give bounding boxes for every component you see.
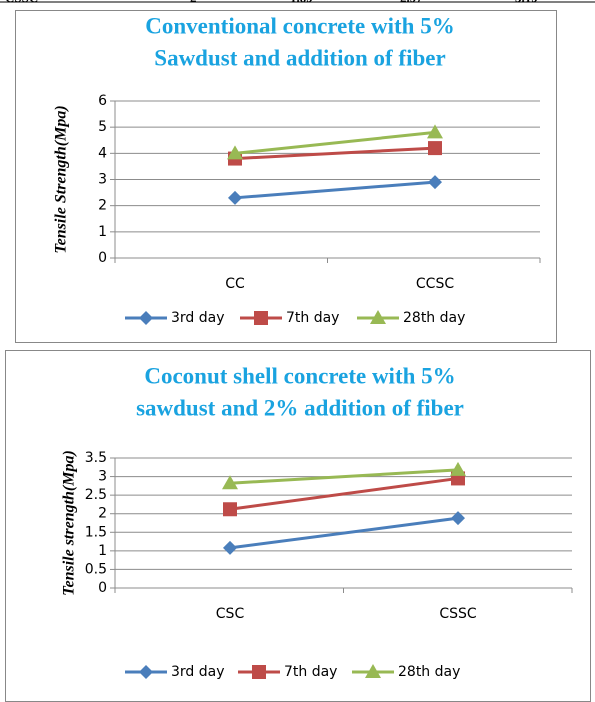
legend-label: 28th day — [398, 664, 460, 680]
y-tick-label: 1.5 — [85, 524, 107, 540]
marker — [227, 145, 243, 160]
marker — [254, 311, 268, 325]
series-line — [229, 516, 459, 550]
y-tick-label: 0.5 — [85, 561, 107, 577]
chart-title: Sawdust and addition of fiber — [154, 45, 445, 70]
series-line — [234, 130, 436, 155]
y-tick-label: 3 — [98, 172, 107, 188]
marker — [451, 511, 465, 526]
chart-title: Coconut shell concrete with 5% — [144, 363, 455, 388]
table-cell: 2 — [190, 0, 197, 5]
marker — [223, 502, 237, 517]
y-tick-label: 2.5 — [85, 487, 107, 503]
marker — [222, 475, 238, 490]
marker — [428, 175, 442, 190]
y-tick-label: 4 — [98, 145, 107, 161]
marker — [427, 124, 443, 139]
y-tick-label: 3.5 — [85, 450, 107, 466]
x-tick-label: CSC — [216, 606, 245, 622]
chart-frame — [15, 10, 557, 343]
x-tick-label: CCSC — [416, 276, 454, 292]
marker — [139, 311, 153, 325]
table-cell: 2.97 — [400, 0, 423, 5]
y-tick-label: 6 — [98, 93, 107, 109]
y-tick-label: 2 — [98, 506, 107, 522]
chart-title: sawdust and 2% addition of fiber — [136, 395, 464, 420]
y-tick-label: 0 — [98, 580, 107, 596]
legend-label: 7th day — [284, 664, 337, 680]
y-tick-label: 5 — [98, 119, 107, 135]
series-line — [234, 180, 436, 200]
y-tick-label: 0 — [98, 250, 107, 266]
marker — [228, 190, 242, 205]
series-line — [234, 146, 436, 161]
marker — [252, 665, 266, 679]
y-tick-label: 2 — [98, 198, 107, 214]
marker — [139, 665, 153, 679]
y-axis-label: Tensile Strength(Mpa) — [53, 105, 70, 253]
series-line — [229, 468, 459, 485]
y-tick-label: 1 — [98, 543, 107, 559]
y-axis-label: Tensile strength(Mpa) — [61, 450, 78, 596]
table-cell: 1.89 — [290, 0, 313, 5]
legend-label: 28th day — [403, 310, 465, 326]
legend-label: 3rd day — [171, 310, 225, 326]
y-tick-label: 1 — [98, 224, 107, 240]
marker — [370, 310, 386, 324]
marker — [365, 664, 381, 678]
x-tick-label: CC — [225, 276, 245, 292]
y-tick-label: 3 — [98, 469, 107, 485]
marker — [223, 540, 237, 555]
table-cell: 3.19 — [515, 0, 538, 5]
x-tick-label: CSSC — [439, 606, 477, 622]
chart-title: Conventional concrete with 5% — [145, 13, 454, 38]
marker — [428, 141, 442, 156]
legend-label: 7th day — [286, 310, 339, 326]
marker — [450, 461, 466, 476]
legend-label: 3rd day — [171, 664, 225, 680]
series-line — [229, 476, 459, 511]
table-cell: CSSC — [5, 0, 38, 5]
